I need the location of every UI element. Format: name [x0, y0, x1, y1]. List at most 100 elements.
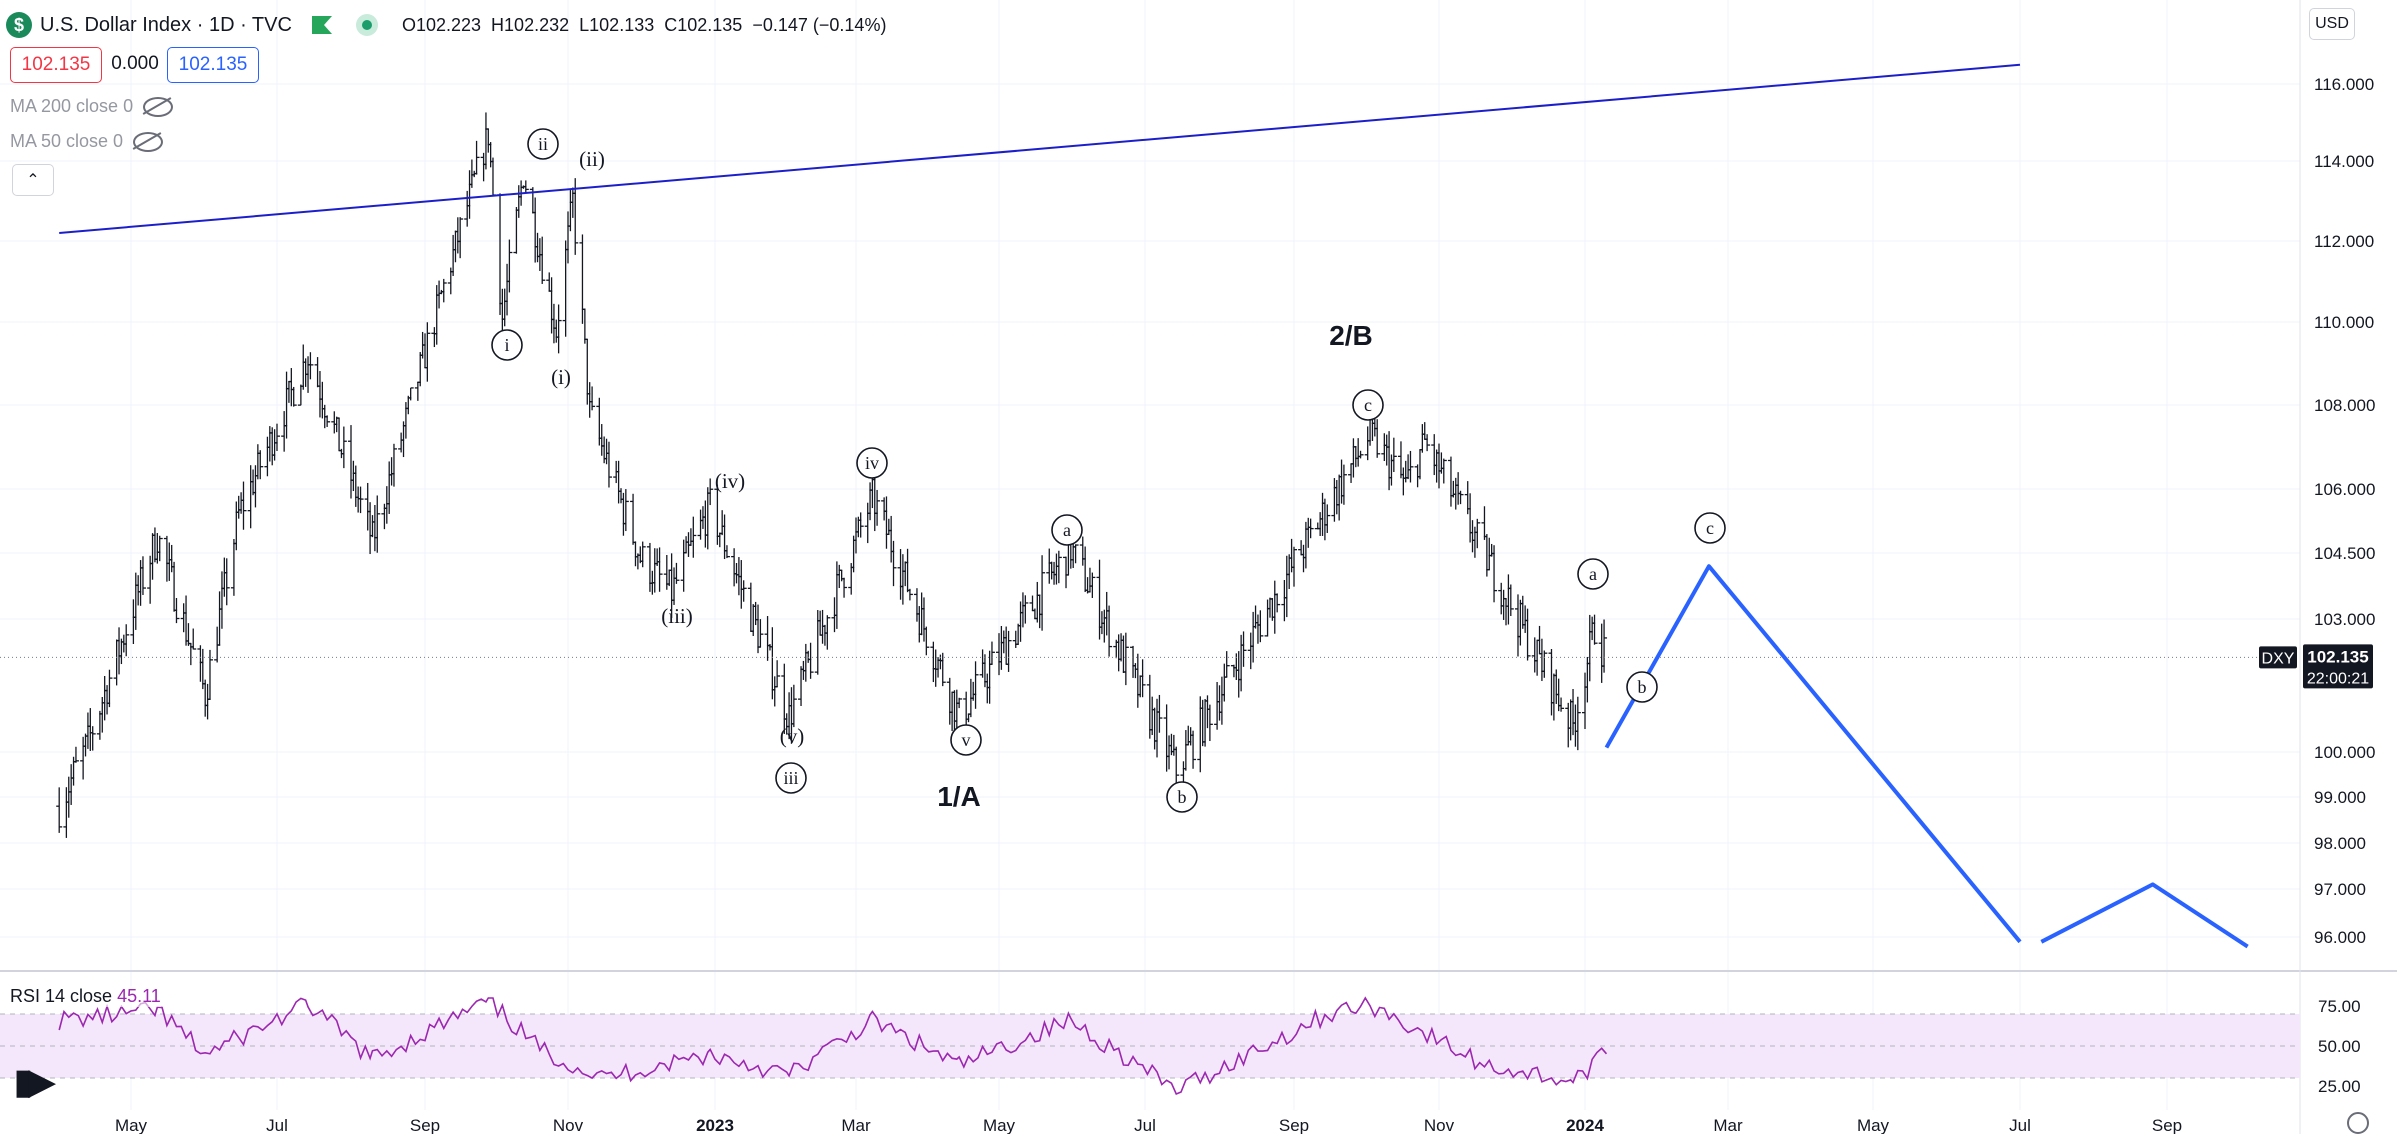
dollar-logo-icon: $ — [6, 12, 32, 38]
symbol-badge-text: DXY — [2262, 650, 2295, 667]
sell-price-button[interactable]: 102.135 — [10, 47, 102, 83]
wave-circle — [1577, 558, 1609, 590]
degree-label: 2/B — [1329, 320, 1373, 351]
currency-selector[interactable]: USD — [2309, 8, 2355, 40]
rsi-tick-label: 25.00 — [2318, 1077, 2361, 1096]
market-open-icon — [355, 14, 378, 36]
circled-wave-label: ii — [538, 134, 548, 154]
spread-value: 0.000 — [111, 53, 159, 74]
price-bars — [56, 112, 1608, 838]
change-value: −0.147 (−0.14%) — [752, 14, 887, 35]
time-tick-label: Sep — [410, 1116, 440, 1134]
time-tick-label: Jul — [266, 1116, 288, 1134]
symbol-header[interactable]: $ U.S. Dollar Index · 1D · TVC O102.223 … — [6, 8, 886, 42]
plain-wave-label: (i) — [551, 365, 571, 389]
time-tick-label: Jul — [2009, 1116, 2031, 1134]
price-tick-label: 97.000 — [2314, 880, 2366, 899]
plain-wave-label: (iv) — [715, 469, 745, 493]
price-tick-label: 108.000 — [2314, 396, 2375, 415]
countdown-text: 22:00:21 — [2307, 670, 2369, 687]
ohlc-readout: O102.223 H102.232 L102.133 C102.135 −0.1… — [402, 15, 887, 36]
resistance-trendline — [59, 63, 2021, 234]
eye-hidden-icon[interactable] — [143, 96, 174, 117]
price-tick-label: 114.000 — [2314, 152, 2374, 171]
price-tick-label: 99.000 — [2314, 788, 2366, 807]
time-tick-label: Jul — [1134, 1116, 1156, 1134]
time-tick-label: 2024 — [1566, 1116, 1604, 1134]
time-tick-label: May — [115, 1116, 148, 1134]
settings-gear-icon[interactable] — [2347, 1112, 2369, 1134]
ma200-label: MA 200 close 0 — [10, 96, 134, 116]
wave-circle — [1051, 514, 1083, 546]
circled-wave-label: iv — [865, 453, 879, 473]
ma50-label: MA 50 close 0 — [10, 131, 124, 151]
time-tick-label: Sep — [1279, 1116, 1309, 1134]
time-tick-label: 2023 — [696, 1116, 734, 1134]
price-tick-label: 100.000 — [2314, 743, 2375, 762]
circled-wave-label: i — [504, 335, 509, 355]
circled-wave-label: c — [1706, 518, 1714, 538]
time-tick-label: Mar — [1713, 1116, 1743, 1134]
collapse-legend-button[interactable]: ⌃ — [12, 164, 54, 196]
flag-icon[interactable] — [311, 16, 332, 34]
price-tick-label: 110.000 — [2314, 313, 2374, 332]
price-tick-label: 104.500 — [2314, 544, 2375, 563]
tradingview-logo-icon[interactable]: ▮▶ — [14, 1063, 55, 1101]
close-label: C — [664, 14, 678, 35]
buy-price-button[interactable]: 102.135 — [167, 47, 259, 83]
wave-circle — [1694, 512, 1726, 544]
rsi-label: RSI 14 close — [10, 986, 113, 1006]
circled-wave-label: v — [962, 730, 971, 750]
plain-wave-label: (iii) — [661, 604, 693, 628]
wave-circle — [856, 447, 888, 479]
axes: 116.000 114.000 112.000 110.000 108.000 106.0… — [115, 75, 2376, 1134]
circled-wave-label: c — [1364, 395, 1372, 415]
price-tick-label: 96.000 — [2314, 928, 2366, 947]
rsi-pane — [0, 996, 2300, 1096]
circled-wave-label: b — [1178, 787, 1187, 807]
last-price-text: 102.135 — [2307, 647, 2368, 666]
wave-circle — [1166, 781, 1198, 813]
last-price-badge — [2303, 644, 2373, 689]
drawing-overlays — [0, 63, 2300, 949]
price-tick-label: 116.000 — [2314, 75, 2374, 94]
price-tick-label: 103.000 — [2314, 610, 2375, 629]
high-value: 102.232 — [504, 14, 570, 35]
time-tick-label: Nov — [553, 1116, 584, 1134]
chevron-up-icon: ⌃ — [26, 172, 40, 189]
plain-wave-label: (v) — [780, 724, 805, 748]
symbol-title[interactable]: U.S. Dollar Index · 1D · TVC — [40, 13, 292, 36]
open-value: 102.223 — [415, 14, 482, 35]
ma200-legend[interactable]: MA 200 close 0 — [10, 96, 174, 117]
close-value: 102.135 — [677, 14, 743, 35]
plain-wave-label: (ii) — [579, 147, 605, 171]
ma50-legend[interactable]: MA 50 close 0 — [10, 131, 164, 152]
low-label: L — [579, 14, 590, 35]
time-tick-label: Mar — [841, 1116, 871, 1134]
wave-circle — [527, 128, 559, 160]
wave-circle — [775, 762, 807, 794]
rsi-tick-label: 50.00 — [2318, 1037, 2361, 1056]
high-label: H — [491, 14, 505, 35]
circled-wave-label: a — [1063, 520, 1071, 540]
low-value: 102.133 — [589, 14, 655, 35]
rsi-legend[interactable]: RSI 14 close 45.11 — [10, 986, 161, 1007]
time-tick-label: May — [983, 1116, 1016, 1134]
rsi-line — [58, 996, 1608, 1096]
time-tick-label: May — [1857, 1116, 1890, 1134]
eye-hidden-icon[interactable] — [133, 131, 164, 152]
symbol-badge — [2259, 646, 2297, 669]
wave-circle — [950, 724, 982, 756]
circled-wave-label: b — [1638, 677, 1647, 697]
price-tick-label: 98.000 — [2314, 834, 2366, 853]
projection-path — [1604, 564, 2022, 944]
projection-path-2 — [2040, 882, 2249, 949]
wave-circle — [491, 329, 523, 361]
time-tick-label: Sep — [2152, 1116, 2182, 1134]
circled-wave-label: a — [1589, 564, 1597, 584]
wave-circle — [1352, 389, 1384, 421]
rsi-tick-label: 75.00 — [2318, 997, 2361, 1016]
